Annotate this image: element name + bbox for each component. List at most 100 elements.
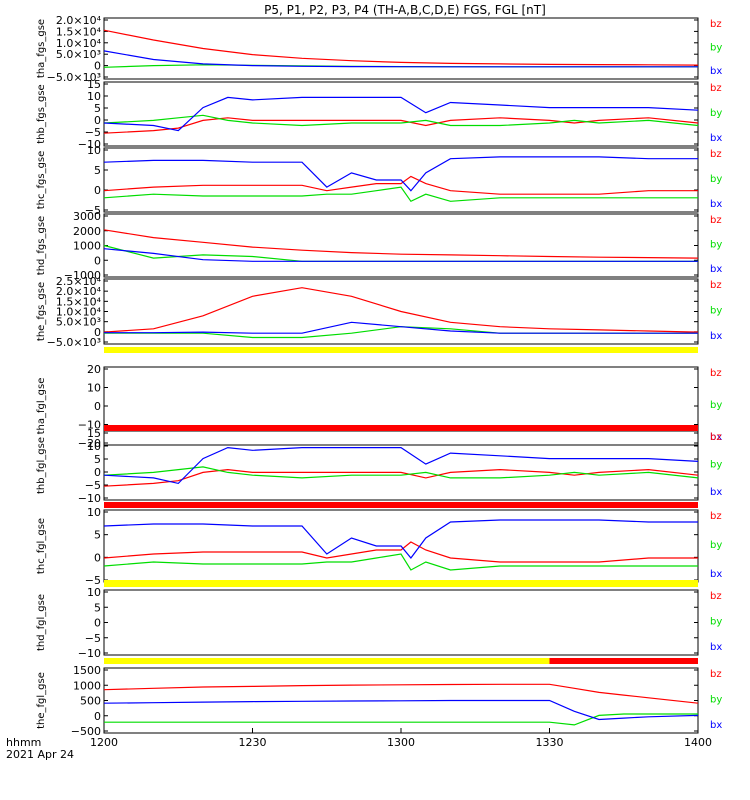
y-tick-label: −10 <box>78 647 101 660</box>
x-tick-label: 1330 <box>536 736 564 749</box>
y-tick-label: 0 <box>94 184 101 197</box>
panel-thd_fgl_gse: 10 5 0 −5 −10 thd_fgl_gse bz by bx <box>36 586 722 660</box>
y-tick-label: −10 <box>78 492 101 505</box>
y-tick-label: 0 <box>94 254 101 267</box>
y-axis-label: thc_fgs_gse <box>36 151 47 210</box>
y-tick-label: 10 <box>87 90 101 103</box>
x-tick-label: 1200 <box>90 736 118 749</box>
y-tick-label: −5.0×10³ <box>47 336 101 349</box>
y-tick-label: 15 <box>87 427 101 440</box>
y-tick-label: 1000 <box>73 240 101 253</box>
y-tick-label: −5 <box>85 632 101 645</box>
y-tick-label: −500 <box>71 725 101 738</box>
legend-bz: bz <box>710 19 722 30</box>
legend-bz: bz <box>710 511 722 522</box>
y-tick-label: 1.5×10⁴ <box>56 295 102 308</box>
y-tick-label: −5 <box>85 574 101 587</box>
panel-tha_fgs_gse: 2.0×10⁴1.5×10⁴1.0×10⁴5.0×10³0−5.0×10³tha… <box>36 14 722 84</box>
y-tick-label: 0 <box>94 114 101 127</box>
panel-frame <box>103 589 699 656</box>
series-line-bz <box>103 683 699 704</box>
legend-bx: bx <box>710 569 722 580</box>
y-tick-label: 5.0×10³ <box>56 316 101 329</box>
y-tick-label: 500 <box>80 695 101 708</box>
y-tick-label: 1.5×10⁴ <box>56 25 102 38</box>
legend-by: by <box>710 43 722 54</box>
y-tick-label: 5 <box>94 102 101 115</box>
legend-bx: bx <box>710 199 722 210</box>
mode-bar-yellow <box>104 658 550 664</box>
y-tick-label: −5 <box>85 126 101 139</box>
legend-bx: bx <box>710 133 722 144</box>
y-tick-label: 2000 <box>73 225 101 238</box>
x-axis: 1200 1230 1300 1330 1400 <box>90 728 712 749</box>
y-tick-label: 5 <box>94 164 101 177</box>
legend-by: by <box>710 306 722 317</box>
panel-the_fgs_gse: 2.5×10⁴2.0×10⁴1.5×10⁴1.0×10⁴5.0×10³0−5.0… <box>36 275 722 349</box>
y-tick-label: −10 <box>78 419 101 432</box>
legend-by: by <box>710 540 722 551</box>
legend-bx: bx <box>710 642 722 653</box>
y-tick-label: −20 <box>78 437 101 450</box>
legend-bx: bx <box>710 264 722 275</box>
y-tick-label: 5 <box>94 601 101 614</box>
y-axis-label: tha_fgl_gse <box>36 378 47 435</box>
series-line-bz <box>103 468 699 487</box>
y-tick-label: 0 <box>94 551 101 564</box>
series-line-bz <box>103 29 699 66</box>
y-tick-label: 10 <box>87 586 101 599</box>
mode-bar-red <box>104 425 698 431</box>
y-tick-label: 1.0×10⁴ <box>56 306 102 319</box>
y-axis-label: thc_fgl_gse <box>36 518 47 574</box>
legend-bz: bz <box>710 149 722 160</box>
y-tick-label: 0 <box>94 710 101 723</box>
legend-by: by <box>710 108 722 119</box>
series-line-by <box>103 114 699 127</box>
mode-bar-red <box>549 658 698 664</box>
series-line-by <box>103 553 698 571</box>
date-label: 2021 Apr 24 <box>6 748 74 761</box>
panel-frame <box>103 430 699 501</box>
y-axis-label: thb_fgl_gse <box>36 437 47 494</box>
y-tick-label: 10 <box>87 506 101 519</box>
y-axis-label: the_fgl_gse <box>36 672 47 729</box>
legend-bx: bx <box>710 720 722 731</box>
series-line-bx <box>103 96 699 132</box>
series-line-bz <box>103 229 699 259</box>
legend-bx: bx <box>710 66 722 77</box>
legend-bz: bz <box>710 669 722 680</box>
y-axis-label: thd_fgs_gse <box>36 216 47 275</box>
legend-bx: bx <box>710 432 722 443</box>
y-tick-label: 0 <box>94 326 101 339</box>
series-line-bz <box>103 117 699 134</box>
legend-by: by <box>710 617 722 628</box>
y-tick-label: −5.0×10³ <box>47 71 101 84</box>
panel-frame <box>103 366 699 446</box>
x-tick-label: 1230 <box>239 736 267 749</box>
y-tick-label: 3000 <box>73 210 101 223</box>
series-line-bx <box>103 50 698 68</box>
series-line-by <box>103 186 698 203</box>
y-tick-label: 5 <box>94 529 101 542</box>
series-line-bz <box>103 175 698 195</box>
series-line-bx <box>103 519 698 559</box>
legend-by: by <box>710 400 722 411</box>
y-tick-label: 2.5×10⁴ <box>56 275 102 288</box>
y-tick-label: 20 <box>87 363 101 376</box>
x-tick-label: 1400 <box>684 736 712 749</box>
y-tick-label: 0 <box>94 60 101 73</box>
legend-bz: bz <box>710 432 722 443</box>
panel-frame <box>103 147 699 213</box>
legend-by: by <box>710 460 722 471</box>
legend-bz: bz <box>710 368 722 379</box>
series-line-bx <box>104 321 698 334</box>
chart-title: P5, P1, P2, P3, P4 (TH-A,B,C,D,E) FGS, F… <box>264 3 546 17</box>
legend-bz: bz <box>710 280 722 291</box>
legend-bx: bx <box>710 331 722 342</box>
y-tick-label: 2.0×10⁴ <box>56 14 102 27</box>
